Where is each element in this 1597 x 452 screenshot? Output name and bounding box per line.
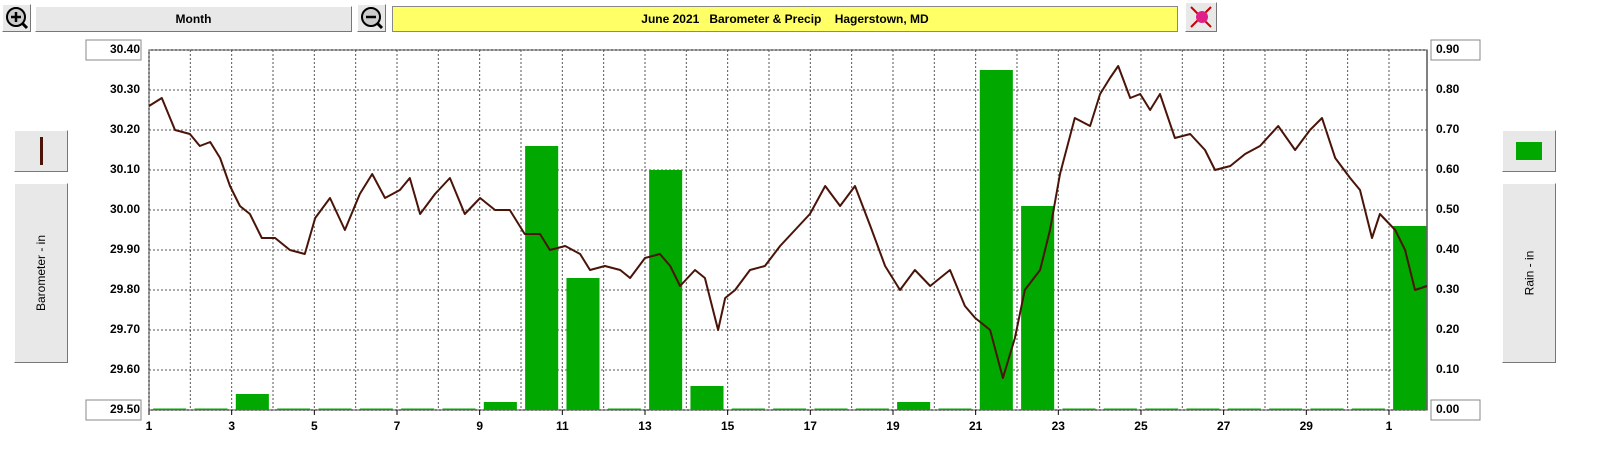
- y2-tick-label: 0.70: [1436, 122, 1460, 136]
- y2-tick-label: 0.10: [1436, 362, 1460, 376]
- rain-bar: [277, 408, 311, 410]
- y-tick-label: 30.10: [110, 162, 140, 176]
- y2-tick-label: 0.50: [1436, 202, 1460, 216]
- rain-bar: [649, 170, 683, 410]
- y-tick-label: 30.40: [110, 42, 140, 56]
- x-tick-label: 29: [1300, 419, 1314, 433]
- rain-bar: [153, 408, 187, 410]
- rain-bar: [1269, 408, 1303, 410]
- rain-bar: [1062, 408, 1096, 410]
- barometer-swatch: [39, 137, 43, 165]
- zoom-in-button[interactable]: [2, 4, 31, 32]
- y2-tick-label: 0.30: [1436, 282, 1460, 296]
- rain-bar: [525, 146, 559, 410]
- x-tick-label: 25: [1134, 419, 1148, 433]
- x-tick-label: 11: [556, 419, 569, 433]
- y2-tick-label: 0.00: [1436, 402, 1460, 416]
- y-tick-label: 29.60: [110, 362, 140, 376]
- x-tick-label: 21: [969, 419, 983, 433]
- rain-bar: [566, 278, 600, 410]
- rain-bar: [1310, 408, 1344, 410]
- y-tick-label: 29.70: [110, 322, 140, 336]
- rain-bar: [1351, 408, 1385, 410]
- rain-legend-button[interactable]: [1502, 130, 1556, 172]
- x-tick-label: 15: [721, 419, 735, 433]
- y-tick-label: 30.20: [110, 122, 140, 136]
- rain-bar: [1186, 408, 1220, 410]
- x-tick-label: 17: [804, 419, 818, 433]
- x-tick-label: 19: [886, 419, 900, 433]
- y-tick-box: [85, 39, 142, 61]
- x-tick-label: 5: [311, 419, 318, 433]
- rain-bar: [607, 408, 641, 410]
- chart-title: June 2021 Barometer & Precip Hagerstown,…: [392, 6, 1178, 32]
- rain-bar: [1021, 206, 1055, 410]
- rain-bar: [318, 408, 352, 410]
- rain-bar: [359, 408, 393, 410]
- rain-bar: [897, 402, 931, 410]
- rain-bar: [690, 386, 724, 410]
- rain-bar: [979, 70, 1013, 410]
- y2-tick-box: [1430, 399, 1481, 421]
- x-tick-label: 7: [394, 419, 401, 433]
- barometer-line: [148, 65, 1428, 379]
- y2-tick-box: [1430, 39, 1481, 61]
- y2-tick-label: 0.20: [1436, 322, 1460, 336]
- tools-button[interactable]: [1185, 2, 1217, 32]
- zoom-out-button[interactable]: [357, 4, 386, 32]
- x-tick-label: 9: [476, 419, 483, 433]
- rain-bar: [938, 408, 972, 410]
- barometer-legend-button[interactable]: [14, 130, 68, 172]
- x-tick-label: 1: [146, 419, 153, 433]
- y2-tick-label: 0.60: [1436, 162, 1460, 176]
- y2-axis-label: Rain - in: [1522, 250, 1536, 296]
- rain-bar: [855, 408, 889, 410]
- rain-axis-box: Rain - in: [1502, 183, 1556, 363]
- rain-bar: [1393, 226, 1427, 410]
- zoom-in-icon: [5, 7, 28, 30]
- rain-bar: [194, 408, 228, 410]
- y-tick-label: 29.90: [110, 242, 140, 256]
- rain-bar: [731, 408, 765, 410]
- tools-icon: [1190, 6, 1212, 28]
- y-tick-label: 29.50: [110, 402, 140, 416]
- y-axis-label: Barometer - in: [34, 234, 48, 312]
- y-tick-label: 30.30: [110, 82, 140, 96]
- x-tick-label: 23: [1052, 419, 1066, 433]
- x-tick-label: 13: [638, 419, 652, 433]
- rain-bar: [442, 408, 476, 410]
- x-tick-label: 1: [1386, 419, 1393, 433]
- x-tick-label: 3: [228, 419, 235, 433]
- rain-bar: [235, 394, 269, 410]
- rain-bar: [814, 408, 848, 410]
- y2-tick-label: 0.80: [1436, 82, 1460, 96]
- rain-bar: [1227, 408, 1261, 410]
- y-tick-label: 30.00: [110, 202, 140, 216]
- x-tick-label: 27: [1217, 419, 1231, 433]
- rain-bar: [1103, 408, 1137, 410]
- y-tick-box: [85, 399, 142, 421]
- rain-bar: [773, 408, 807, 410]
- rain-bar: [401, 408, 435, 410]
- zoom-out-icon: [360, 7, 383, 30]
- plot-area: [148, 49, 1428, 411]
- barometer-axis-box: Barometer - in: [14, 183, 68, 363]
- y-tick-label: 29.80: [110, 282, 140, 296]
- rain-bar: [1145, 408, 1179, 410]
- range-button[interactable]: Month: [35, 6, 352, 32]
- y2-tick-label: 0.40: [1436, 242, 1460, 256]
- rain-bar: [483, 402, 517, 410]
- rain-swatch: [1516, 142, 1542, 160]
- y2-tick-label: 0.90: [1436, 42, 1460, 56]
